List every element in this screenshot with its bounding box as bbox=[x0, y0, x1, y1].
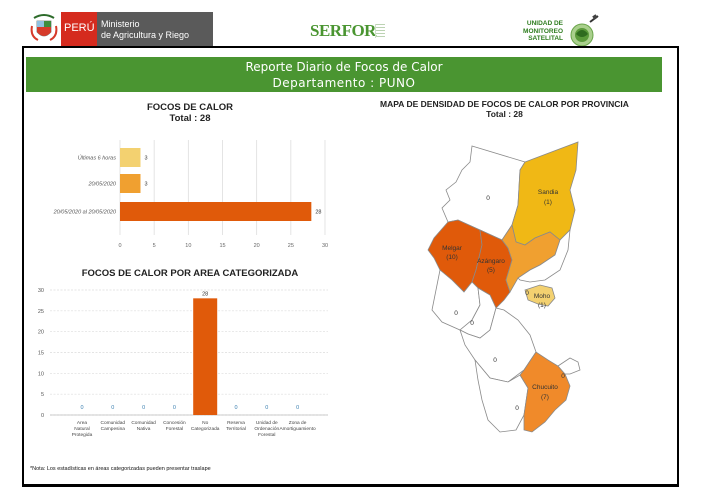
bar-value-label: 0 bbox=[80, 405, 83, 411]
region-yunguyo bbox=[557, 357, 581, 375]
bar bbox=[120, 148, 141, 167]
serfor-tagline-icon bbox=[375, 24, 385, 38]
x-tick-label: 25 bbox=[288, 243, 294, 249]
region-moho bbox=[524, 284, 556, 307]
label-putina-value: 0 bbox=[525, 290, 529, 297]
region-chucuito bbox=[519, 351, 571, 433]
serfor-logo: SERFOR bbox=[310, 21, 376, 40]
x-tick-label: 20 bbox=[254, 243, 260, 249]
y-tick-label: 20 bbox=[38, 330, 44, 336]
y-category-label: 20/05/2020 bbox=[87, 182, 116, 188]
bar-value-label: 0 bbox=[173, 405, 176, 411]
bar-value-label: 3 bbox=[145, 156, 148, 162]
label-moho: Moho bbox=[534, 293, 551, 300]
x-category-label: No Categorizada bbox=[191, 420, 220, 432]
label-puno-value: 0 bbox=[493, 357, 497, 364]
x-category-label: Comunidad Nativa bbox=[131, 420, 156, 432]
map-title-block: MAPA DE DENSIDAD DE FOCOS DE CALOR POR P… bbox=[362, 99, 647, 119]
y-tick-label: 0 bbox=[41, 413, 44, 419]
ministry-line2: de Agricultura y Riego bbox=[101, 30, 190, 40]
label-melgar-value: (10) bbox=[446, 254, 458, 261]
bar-value-label: 0 bbox=[296, 405, 299, 411]
label-yunguyo-value: 0 bbox=[561, 373, 565, 380]
footnote: *Nota: Los estadísticas en áreas categor… bbox=[30, 466, 211, 472]
x-tick-label: 15 bbox=[219, 243, 225, 249]
region-el-collao bbox=[474, 358, 529, 433]
y-category-label: 20/05/2020 al 20/05/2020 bbox=[53, 210, 117, 216]
x-tick-label: 0 bbox=[118, 243, 121, 249]
map-total: Total : 28 bbox=[486, 109, 523, 119]
label-san-roman-value: 0 bbox=[470, 320, 474, 327]
unit-line3: SATELITAL bbox=[528, 35, 563, 42]
y-tick-label: 15 bbox=[38, 351, 44, 357]
hotspots-chart-total: Total : 28 bbox=[169, 113, 211, 124]
ministry-logo: PERÚ Ministerio de Agricultura y Riego bbox=[61, 12, 213, 46]
x-tick-label: 5 bbox=[153, 243, 156, 249]
bar bbox=[120, 202, 312, 221]
bar-value-label: 0 bbox=[111, 405, 114, 411]
x-category-label: Concesión Forestal bbox=[163, 420, 186, 432]
hotspots-chart-title: FOCOS DE CALOR bbox=[146, 102, 234, 113]
x-tick-label: 10 bbox=[185, 243, 191, 249]
bar-value-label: 28 bbox=[202, 291, 208, 297]
hotspots-bar-chart: 0 5 10 15 20 25 30 Últimas 6 horas 3 20/05/2020 3 2… bbox=[53, 140, 328, 249]
y-tick-label: 10 bbox=[38, 371, 44, 377]
bar-value-label: 28 bbox=[315, 210, 321, 216]
label-melgar: Melgar bbox=[442, 245, 463, 252]
unit-line1: UNIDAD DE bbox=[526, 20, 563, 27]
y-tick-label: 25 bbox=[38, 309, 44, 315]
label-azangaro: Azángaro bbox=[477, 258, 505, 265]
report-banner: Reporte Diario de Focos de Calor Departa… bbox=[26, 57, 662, 92]
ministry-line1: Ministerio bbox=[101, 19, 140, 29]
label-carabaya-value: 0 bbox=[486, 195, 490, 202]
label-moho-value: (1) bbox=[538, 302, 546, 309]
x-category-label: Unidad de Ordenación Forestal bbox=[254, 420, 279, 438]
bar-value-label: 3 bbox=[145, 182, 148, 188]
unit-line2: MONITOREO bbox=[523, 27, 563, 35]
bar-value-label: 0 bbox=[142, 405, 145, 411]
hotspots-chart-title-block: FOCOS DE CALOR Total : 28 bbox=[120, 102, 260, 124]
map-title: MAPA DE DENSIDAD DE FOCOS DE CALOR POR P… bbox=[380, 99, 629, 109]
bar bbox=[120, 174, 141, 193]
x-category-label: Zona de Amortiguamiento bbox=[279, 420, 316, 432]
label-el-collao-value: 0 bbox=[515, 405, 519, 412]
label-sandia: Sandia bbox=[538, 189, 559, 196]
area-bar-chart: 0 5 10 15 20 25 30 0 Area Natural Protegida 0 Comuni… bbox=[38, 288, 328, 438]
bar-value-label: 0 bbox=[265, 405, 268, 411]
y-tick-label: 30 bbox=[38, 288, 44, 294]
y-tick-label: 5 bbox=[41, 392, 44, 398]
report-title: Reporte Diario de Focos de Calor bbox=[245, 60, 443, 74]
label-chucuito-value: (7) bbox=[541, 394, 549, 401]
report-subtitle: Departamento : PUNO bbox=[272, 76, 416, 90]
report-frame bbox=[22, 46, 679, 487]
x-category-label: Reserva Territorial bbox=[226, 420, 246, 432]
x-category-label: Area Natural Protegida bbox=[72, 420, 93, 438]
header: PERÚ Ministerio de Agricultura y Riego S… bbox=[0, 0, 702, 47]
label-sandia-value: (1) bbox=[544, 199, 552, 206]
bar bbox=[193, 298, 218, 415]
peru-brand: PERÚ bbox=[64, 22, 95, 34]
label-lampa-value: 0 bbox=[454, 310, 458, 317]
bar-value-label: 0 bbox=[234, 405, 237, 411]
label-azangaro-value: (5) bbox=[487, 267, 495, 274]
region-putina bbox=[517, 228, 571, 283]
satellite-globe-icon bbox=[570, 14, 599, 47]
province-density-map: Sandia (1) Melgar (10) Azángaro (5) Moho… bbox=[427, 141, 581, 433]
coat-of-arms-icon bbox=[30, 14, 58, 41]
x-tick-label: 30 bbox=[322, 243, 328, 249]
y-category-label: Últimas 6 horas bbox=[78, 155, 116, 162]
monitoring-unit-logo: UNIDAD DE MONITOREO SATELITAL bbox=[495, 20, 563, 43]
x-category-label: Comunidad Campesina bbox=[101, 420, 126, 432]
area-chart-title: FOCOS DE CALOR POR AREA CATEGORIZADA bbox=[81, 268, 299, 279]
label-chucuito: Chucuito bbox=[532, 384, 558, 391]
